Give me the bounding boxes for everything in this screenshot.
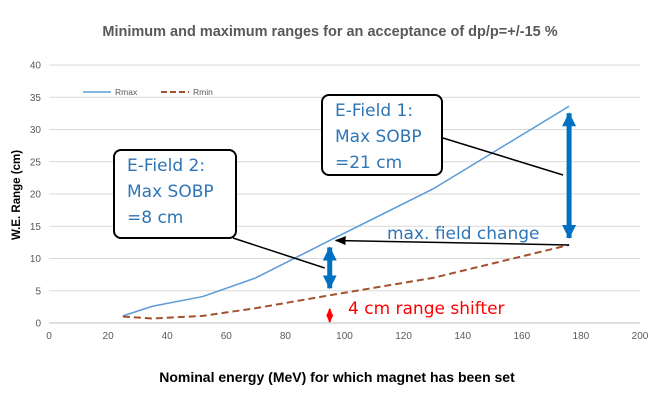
y-tick-label: 30 [30, 125, 42, 136]
x-tick-label: 180 [573, 331, 590, 342]
efield2-line-2: Max SOBP [127, 182, 214, 202]
efield2-line-1: E-Field 2: [127, 156, 206, 176]
y-tick-label: 10 [30, 254, 42, 265]
legend-label-rmin: Rmin [193, 87, 213, 97]
annotation-arrows [232, 112, 577, 323]
x-tick-label: 200 [632, 331, 649, 342]
x-axis-ticks: 0 20 40 60 80 100 120 140 160 180 200 [46, 331, 649, 342]
x-tick-label: 140 [454, 331, 471, 342]
series-rmin [122, 243, 570, 320]
field-change-label: max. field change [387, 224, 540, 244]
efield1-pointer [442, 137, 564, 176]
chart-title: Minimum and maximum ranges for an accept… [102, 24, 557, 40]
y-tick-label: 35 [30, 93, 42, 104]
efield1-line-2: Max SOBP [335, 127, 422, 147]
efield1-line-3: =21 cm [335, 153, 403, 173]
x-tick-label: 120 [395, 331, 412, 342]
efield1-box: E-Field 1: Max SOBP =21 cm [321, 94, 443, 176]
y-tick-label: 20 [30, 190, 42, 201]
x-tick-label: 100 [336, 331, 353, 342]
y-tick-label: 0 [35, 319, 41, 330]
x-tick-label: 160 [513, 331, 530, 342]
x-tick-label: 20 [103, 331, 115, 342]
y-tick-label: 25 [30, 157, 42, 168]
legend-label-rmax: Rmax [115, 87, 138, 97]
efield2-line-3: =8 cm [127, 208, 184, 228]
x-tick-label: 80 [280, 331, 292, 342]
y-tick-label: 15 [30, 222, 42, 233]
range-shifter-label: 4 cm range shifter [348, 299, 505, 319]
series-lines [122, 105, 570, 320]
series-rmax [122, 105, 570, 317]
legend: Rmax Rmin [83, 87, 213, 97]
efield1-line-1: E-Field 1: [335, 101, 414, 121]
y-tick-label: 40 [30, 61, 42, 72]
efield2-pointer [232, 237, 325, 269]
field-change-arrow [334, 236, 570, 246]
x-tick-label: 60 [221, 331, 233, 342]
x-tick-label: 0 [46, 331, 52, 342]
x-tick-label: 40 [162, 331, 174, 342]
y-axis-ticks: 0 5 10 15 20 25 30 35 40 [30, 61, 42, 330]
x-axis-label: Nominal energy (MeV) for which magnet ha… [159, 369, 515, 385]
efield2-box: E-Field 2: Max SOBP =8 cm [113, 149, 237, 239]
y-tick-label: 5 [35, 286, 41, 297]
y-axis-label: W.E. Range (cm) [11, 150, 23, 240]
